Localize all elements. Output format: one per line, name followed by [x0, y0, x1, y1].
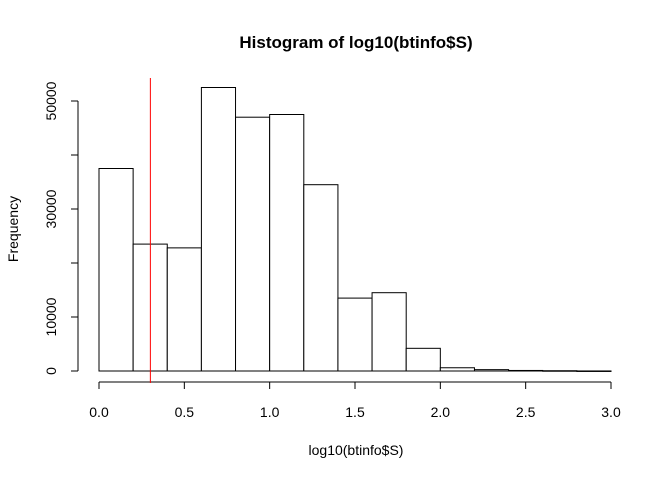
histogram-bar-12	[508, 369, 544, 372]
x-axis: 0.0 0.5 1.0 1.5 2.0 2.5 3.0	[89, 381, 621, 420]
histogram-bar-13	[542, 370, 578, 372]
histogram-bar-14	[576, 370, 612, 372]
y-tick-label-1: 10000	[43, 297, 59, 336]
y-tick-label-2: 30000	[43, 189, 59, 228]
histogram-bars	[98, 87, 612, 372]
chart-title: Histogram of log10(btinfo$S)	[239, 33, 472, 52]
histogram-bar-0	[98, 168, 134, 372]
x-tick-label-5: 2.5	[516, 404, 536, 420]
histogram-bar-3	[200, 87, 237, 372]
y-axis: 0 10000 30000 50000	[43, 81, 79, 375]
x-tick-label-2: 1.0	[260, 404, 280, 420]
x-tick-label-4: 2.0	[431, 404, 451, 420]
x-tick-label-6: 3.0	[601, 404, 621, 420]
histogram-bar-11	[473, 369, 510, 372]
histogram-bar-7	[337, 297, 373, 372]
x-axis-label: log10(btinfo$S)	[309, 442, 404, 458]
histogram-bar-6	[303, 184, 339, 372]
y-tick-label-3: 50000	[43, 81, 59, 120]
histogram-bar-8	[371, 292, 407, 372]
x-tick-label-1: 0.5	[175, 404, 195, 420]
y-tick-label-0: 0	[43, 367, 59, 375]
histogram-bar-4	[235, 116, 271, 372]
x-tick-label-3: 1.5	[345, 404, 365, 420]
y-axis-label: Frequency	[5, 196, 21, 262]
histogram-bar-9	[405, 347, 441, 372]
histogram-bar-2	[166, 247, 202, 372]
histogram-bar-10	[439, 367, 475, 372]
histogram-bar-5	[269, 114, 305, 372]
x-tick-label-0: 0.0	[89, 404, 109, 420]
